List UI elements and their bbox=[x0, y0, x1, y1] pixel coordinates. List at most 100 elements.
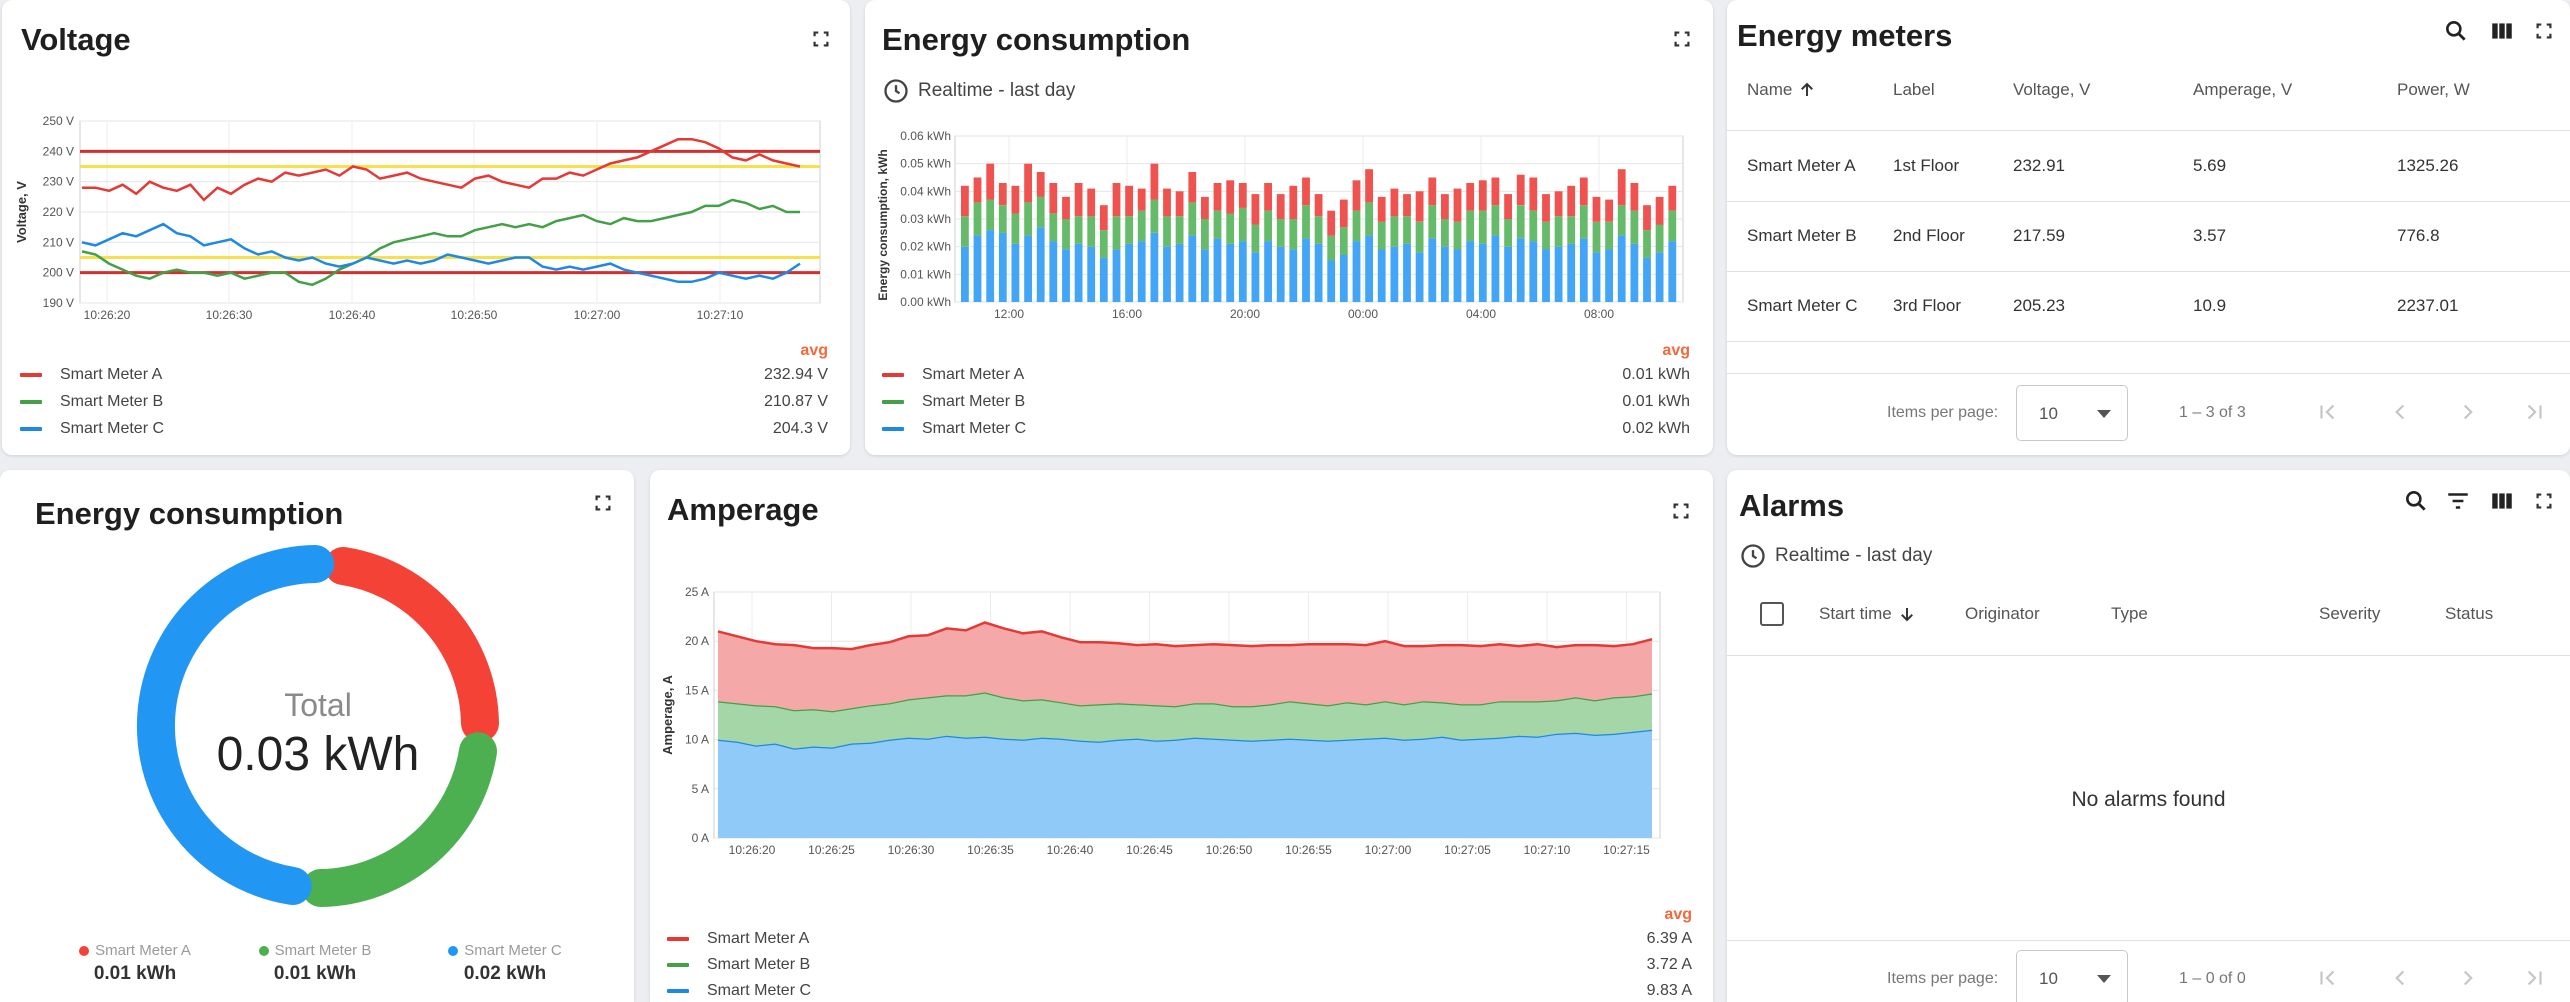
empty-message: No alarms found bbox=[2071, 788, 2226, 811]
column-header-amperage[interactable]: Amperage, V bbox=[2193, 80, 2293, 99]
bar bbox=[1655, 252, 1664, 302]
table-row[interactable]: Smart Meter B 2nd Floor 217.59 3.57 776.… bbox=[1727, 226, 2570, 248]
search-icon[interactable] bbox=[2403, 488, 2429, 514]
voltage-card: Voltage 190 V 200 V 210 V 220 V 230 V 240 V 25… bbox=[2, 0, 850, 455]
bar bbox=[1036, 196, 1045, 228]
bar bbox=[1453, 249, 1462, 302]
page-size-select[interactable]: 10 bbox=[2016, 950, 2128, 1002]
next-page-icon[interactable] bbox=[2455, 965, 2481, 991]
timewindow[interactable]: Realtime - last day bbox=[1739, 542, 1932, 570]
bar bbox=[1554, 216, 1563, 247]
column-header-name[interactable]: Name bbox=[1747, 80, 1816, 100]
legend-row[interactable]: Smart Meter B 210.87 V bbox=[20, 389, 828, 415]
column-header-severity[interactable]: Severity bbox=[2319, 604, 2381, 623]
legend-row[interactable]: Smart Meter C 9.83 A bbox=[667, 978, 1692, 1002]
search-icon[interactable] bbox=[2443, 18, 2469, 44]
bar bbox=[1554, 246, 1563, 302]
x-tick-label: 10:27:00 bbox=[1365, 843, 1412, 857]
bar bbox=[1074, 243, 1083, 302]
column-header-power[interactable]: Power, W bbox=[2397, 80, 2470, 99]
bar bbox=[1125, 243, 1133, 302]
select-all-checkbox[interactable] bbox=[1760, 602, 1784, 626]
table-row[interactable]: Smart Meter A 1st Floor 232.91 5.69 1325… bbox=[1727, 156, 2570, 178]
bar bbox=[961, 216, 969, 247]
fullscreen-icon[interactable] bbox=[1671, 28, 1693, 50]
table-row[interactable]: Smart Meter C 3rd Floor 205.23 10.9 2237… bbox=[1727, 296, 2570, 318]
legend-row[interactable]: Smart Meter A 0.01 kWh bbox=[882, 362, 1690, 388]
bar bbox=[1201, 196, 1209, 219]
last-page-icon[interactable] bbox=[2521, 965, 2547, 991]
donut-center-value: 0.03 kWh bbox=[217, 728, 420, 781]
legend-name: Smart Meter B bbox=[707, 956, 811, 973]
bar bbox=[1567, 243, 1576, 302]
last-page-icon[interactable] bbox=[2521, 399, 2547, 425]
donut-legend-item[interactable]: Smart Meter C 0.02 kWh bbox=[410, 942, 600, 985]
column-header-voltage[interactable]: Voltage, V bbox=[2013, 80, 2091, 99]
column-header-status[interactable]: Status bbox=[2445, 604, 2494, 623]
bar bbox=[1529, 241, 1538, 302]
bar bbox=[1289, 249, 1298, 302]
bar bbox=[1516, 174, 1525, 206]
series-line bbox=[81, 198, 800, 287]
bar bbox=[1554, 191, 1563, 217]
bar bbox=[1630, 183, 1639, 211]
legend-row[interactable]: Smart Meter B 0.01 kWh bbox=[882, 389, 1690, 415]
series-dot bbox=[79, 945, 90, 956]
column-header-type[interactable]: Type bbox=[2111, 604, 2148, 623]
legend-row[interactable]: Smart Meter C 204.3 V bbox=[20, 416, 828, 442]
columns-icon[interactable] bbox=[2489, 18, 2515, 44]
bar bbox=[1087, 216, 1096, 247]
donut-legend-item[interactable]: Smart Meter A 0.01 kWh bbox=[40, 942, 230, 985]
donut-legend-item[interactable]: Smart Meter B 0.01 kWh bbox=[220, 942, 410, 985]
bar bbox=[1453, 221, 1462, 250]
next-page-icon[interactable] bbox=[2455, 399, 2481, 425]
prev-page-icon[interactable] bbox=[2387, 399, 2413, 425]
alarms-card: Alarms Realtime - last day Start time Or… bbox=[1727, 470, 2570, 1002]
arrow-down-icon bbox=[1900, 608, 1913, 622]
legend-row[interactable]: Smart Meter B 3.72 A bbox=[667, 952, 1692, 978]
donut-slice bbox=[301, 732, 497, 907]
legend-row[interactable]: Smart Meter A 232.94 V bbox=[20, 362, 828, 388]
legend-name: Smart Meter A bbox=[60, 366, 163, 383]
column-header-originator[interactable]: Originator bbox=[1965, 604, 2040, 623]
bar bbox=[973, 177, 982, 203]
y-tick-label: 20 A bbox=[685, 634, 709, 648]
filter-icon[interactable] bbox=[2445, 488, 2471, 514]
energy-bar-legend: avg Smart Meter A 0.01 kWh Smart Meter B 0… bbox=[882, 342, 1690, 442]
page-range: 1 – 0 of 0 bbox=[2179, 970, 2246, 987]
cell-voltage: 232.91 bbox=[2013, 156, 2065, 175]
bar bbox=[1516, 238, 1525, 302]
fullscreen-icon[interactable] bbox=[1670, 500, 1692, 522]
x-tick-label: 08:00 bbox=[1584, 307, 1614, 321]
bar bbox=[1529, 210, 1538, 242]
fullscreen-icon[interactable] bbox=[2533, 490, 2555, 512]
bar bbox=[1175, 216, 1184, 244]
bar bbox=[1365, 202, 1373, 236]
bar bbox=[1630, 210, 1639, 244]
bar bbox=[1137, 241, 1146, 302]
area-fill bbox=[718, 729, 1652, 838]
legend-row[interactable]: Smart Meter A 6.39 A bbox=[667, 926, 1692, 952]
bar bbox=[973, 235, 982, 302]
prev-page-icon[interactable] bbox=[2387, 965, 2413, 991]
column-header-start-time[interactable]: Start time bbox=[1819, 604, 1916, 624]
bar bbox=[986, 163, 995, 200]
first-page-icon[interactable] bbox=[2315, 965, 2341, 991]
series-line bbox=[82, 137, 801, 202]
columns-icon[interactable] bbox=[2489, 488, 2515, 514]
first-page-icon[interactable] bbox=[2315, 399, 2341, 425]
fullscreen-icon[interactable] bbox=[2533, 20, 2555, 42]
page-size-select[interactable]: 10 bbox=[2016, 385, 2128, 441]
bar bbox=[1188, 202, 1197, 236]
bar bbox=[1049, 241, 1058, 302]
fullscreen-icon[interactable] bbox=[810, 28, 832, 50]
bar bbox=[1150, 199, 1159, 233]
bar bbox=[1352, 241, 1361, 302]
bar bbox=[1036, 172, 1045, 197]
column-header-label[interactable]: Label bbox=[1893, 80, 1935, 99]
bar bbox=[1264, 183, 1272, 211]
timewindow[interactable]: Realtime - last day bbox=[882, 77, 1075, 105]
bar bbox=[1478, 243, 1487, 302]
fullscreen-icon[interactable] bbox=[592, 492, 614, 514]
legend-row[interactable]: Smart Meter C 0.02 kWh bbox=[882, 416, 1690, 442]
